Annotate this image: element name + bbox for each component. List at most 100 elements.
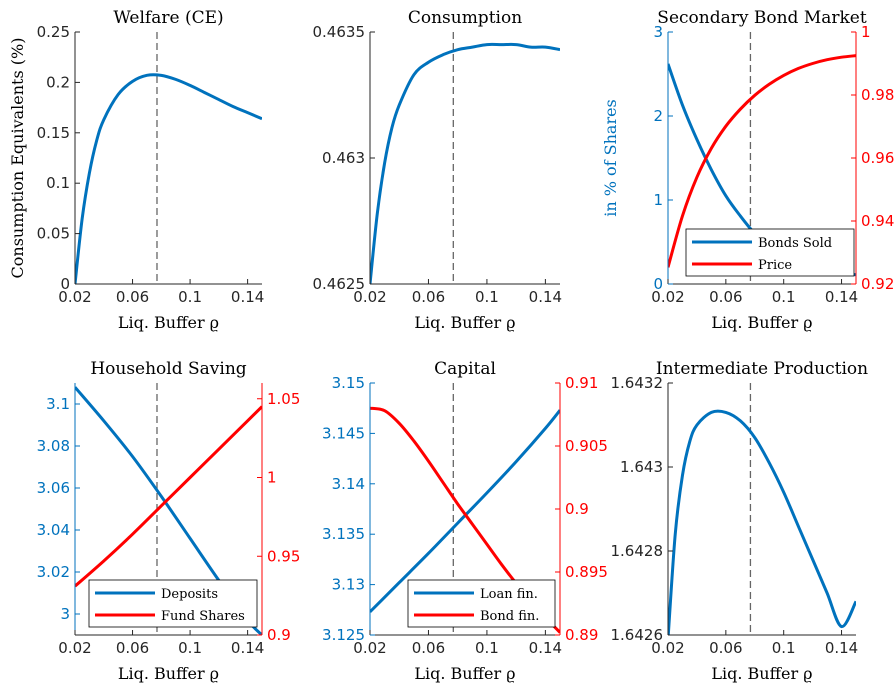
- x-tick-label: 0.02: [651, 288, 684, 306]
- x-tick-label: 0.02: [58, 288, 91, 306]
- y-tick-label: 3.1: [46, 395, 70, 413]
- x-tick-label: 0.02: [353, 288, 386, 306]
- x-axis-label: Liq. Buffer ϱ: [414, 664, 515, 683]
- panel-title: Secondary Bond Market: [657, 8, 867, 28]
- legend: Loan fin. Bond fin.: [407, 579, 556, 628]
- panel-title: Household Saving: [90, 359, 246, 379]
- y-tick-label: 3.02: [37, 563, 70, 581]
- x-tick-label: 0.1: [475, 639, 499, 657]
- y-tick-label: 0.05: [37, 225, 70, 243]
- x-tick-label: 0.14: [231, 288, 264, 306]
- y-tick-label: 0.25: [37, 23, 70, 41]
- y-tick-label: 1.6426: [611, 626, 664, 644]
- panel-4: 0.02 0.06 0.1 0.14 3 3.02 3.04 3.06 3.08 3.1 0.9 0.…: [37, 359, 301, 683]
- y-tick-label: 1.643: [620, 458, 663, 476]
- y-tick-label: 3.135: [322, 525, 365, 543]
- x-tick-label: 0.06: [412, 639, 445, 657]
- y-right-tick-label: 0.94: [861, 212, 894, 230]
- x-tick-label: 0.1: [772, 288, 796, 306]
- series-line-loan-fin-: [370, 409, 560, 613]
- x-tick-label: 0.14: [231, 639, 264, 657]
- y-tick-label: 3.15: [332, 374, 365, 392]
- y-axis-label: in % of Shares: [601, 99, 620, 217]
- y-right-tick-label: 0.98: [861, 86, 894, 104]
- y-right-tick-label: 0.96: [861, 149, 894, 167]
- legend-label: Loan fin.: [480, 587, 538, 602]
- x-tick-label: 0.06: [116, 639, 149, 657]
- legend-label: Deposits: [161, 587, 218, 602]
- y-right-tick-label: 0.9: [267, 626, 291, 644]
- y-tick-label: 0.463: [322, 149, 365, 167]
- y-tick-label: 1.6432: [611, 374, 664, 392]
- x-tick-label: 0.02: [58, 639, 91, 657]
- panel-title: Welfare (CE): [113, 8, 223, 28]
- legend-label: Bond fin.: [480, 609, 539, 624]
- y-right-tick-label: 0.89: [565, 626, 598, 644]
- y-tick-label: 3.14: [332, 475, 365, 493]
- series-line-fund-shares: [75, 405, 262, 588]
- x-tick-label: 0.14: [825, 639, 858, 657]
- series-line-main: [370, 42, 560, 284]
- legend-label: Price: [758, 258, 792, 273]
- legend: Deposits Fund Shares: [88, 579, 258, 628]
- series-line-price: [668, 54, 856, 268]
- series-line-main: [668, 409, 856, 635]
- x-axis-label: Liq. Buffer ϱ: [711, 664, 812, 683]
- x-axis-label: Liq. Buffer ϱ: [414, 313, 515, 332]
- x-tick-label: 0.14: [825, 288, 858, 306]
- y-right-tick-label: 1: [861, 23, 871, 41]
- panel-1: 0.02 0.06 0.1 0.14 0 0.05 0.1 0.15 0.2 0.25 Welfar…: [8, 8, 264, 332]
- y-tick-label: 0.4635: [313, 23, 366, 41]
- y-right-tick-label: 0.9: [565, 500, 589, 518]
- x-tick-label: 0.02: [353, 639, 386, 657]
- y-tick-label: 0.1: [46, 174, 70, 192]
- y-tick-label: 2: [653, 107, 663, 125]
- y-tick-label: 3.08: [37, 437, 70, 455]
- x-tick-label: 0.06: [412, 288, 445, 306]
- legend-box: [88, 579, 258, 628]
- y-tick-label: 3.06: [37, 479, 70, 497]
- x-axis-label: Liq. Buffer ϱ: [118, 664, 219, 683]
- legend-box: [407, 579, 556, 628]
- panel-2: 0.02 0.06 0.1 0.14 0.4625 0.463 0.4635 Consumpt…: [313, 8, 563, 332]
- panel-6: 0.02 0.06 0.1 0.14 1.6426 1.6428 1.643 1.6432In…: [611, 359, 869, 683]
- legend-box: [685, 228, 855, 277]
- panel-title: Capital: [434, 359, 496, 379]
- legend: Bonds Sold Price: [685, 228, 855, 277]
- x-tick-label: 0.1: [475, 288, 499, 306]
- y-tick-label: 3: [60, 605, 70, 623]
- panel-title: Intermediate Production: [656, 359, 868, 379]
- y-tick-label: 3.13: [332, 576, 365, 594]
- y-tick-label: 0.15: [37, 124, 70, 142]
- x-tick-label: 0.06: [116, 288, 149, 306]
- x-tick-label: 0.14: [529, 288, 562, 306]
- x-tick-label: 0.1: [178, 288, 202, 306]
- y-right-tick-label: 1: [267, 469, 277, 487]
- y-right-tick-label: 0.91: [565, 374, 598, 392]
- y-right-tick-label: 0.905: [565, 437, 608, 455]
- y-tick-label: 0.4625: [313, 275, 366, 293]
- y-right-tick-label: 0.92: [861, 275, 894, 293]
- x-axis-label: Liq. Buffer ϱ: [711, 313, 812, 332]
- y-tick-label: 3.145: [322, 424, 365, 442]
- panel-3: 0.02 0.06 0.1 0.1401230.920.940.960.981Seco…: [601, 8, 894, 332]
- y-tick-label: 0: [60, 275, 70, 293]
- panel-5: 0.02 0.06 0.1 0.14 3.125 3.13 3.135 3.14 3.145 3.…: [322, 359, 608, 683]
- y-right-tick-label: 0.895: [565, 563, 608, 581]
- x-tick-label: 0.1: [178, 639, 202, 657]
- y-tick-label: 0: [653, 275, 663, 293]
- series-line-main: [75, 73, 262, 284]
- y-tick-label: 1.6428: [611, 542, 664, 560]
- y-right-tick-label: 0.95: [267, 547, 300, 565]
- x-tick-label: 0.02: [651, 639, 684, 657]
- y-tick-label: 3.125: [322, 626, 365, 644]
- y-tick-label: 3.04: [37, 521, 70, 539]
- x-tick-label: 0.1: [772, 639, 796, 657]
- legend-label: Bonds Sold: [758, 236, 832, 251]
- x-tick-label: 0.06: [709, 288, 742, 306]
- legend-label: Fund Shares: [161, 609, 245, 624]
- y-right-tick-label: 1.05: [267, 390, 300, 408]
- y-tick-label: 3: [653, 23, 663, 41]
- x-axis-label: Liq. Buffer ϱ: [118, 313, 219, 332]
